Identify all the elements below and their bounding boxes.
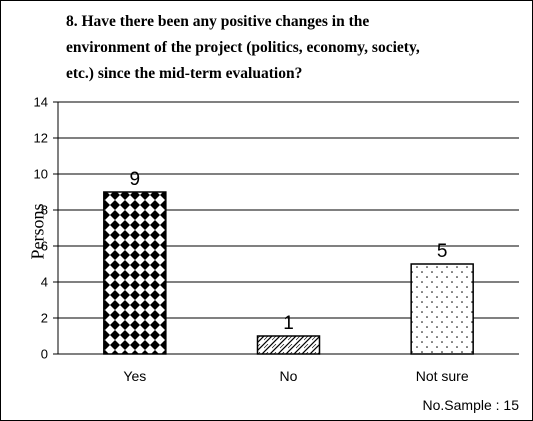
y-tick-label: 8 <box>41 203 48 218</box>
y-tick-label: 6 <box>41 239 48 254</box>
data-label: 9 <box>130 169 141 190</box>
category-label: No <box>280 368 298 384</box>
y-tick-label: 0 <box>41 347 48 362</box>
data-labels: 9 1 5 <box>130 169 448 334</box>
bars <box>103 191 474 355</box>
chart-title-line-3: etc.) since the mid-term evaluation? <box>66 65 303 82</box>
data-label: 5 <box>437 241 448 262</box>
sample-size-note: No.Sample : 15 <box>422 397 520 413</box>
y-tick-label: 4 <box>41 275 48 290</box>
bar-yes <box>103 191 167 355</box>
data-label: 1 <box>283 313 294 334</box>
y-tick-labels: 0 2 4 6 8 10 12 14 <box>34 95 48 362</box>
category-label: Not sure <box>416 368 469 384</box>
category-label: Yes <box>123 368 146 384</box>
bar-not-sure <box>410 263 474 355</box>
y-tick-label: 10 <box>34 167 48 182</box>
y-tick-label: 2 <box>41 311 48 326</box>
y-tick-label: 12 <box>34 131 48 146</box>
bar-no <box>256 335 321 355</box>
y-tick-label: 14 <box>34 95 48 110</box>
chart-title: 8. Have there been any positive changes … <box>66 9 516 87</box>
category-labels: Yes No Not sure <box>123 368 468 384</box>
chart-title-line-2: environment of the project (politics, ec… <box>66 39 420 56</box>
chart-title-line-1: 8. Have there been any positive changes … <box>66 13 370 30</box>
